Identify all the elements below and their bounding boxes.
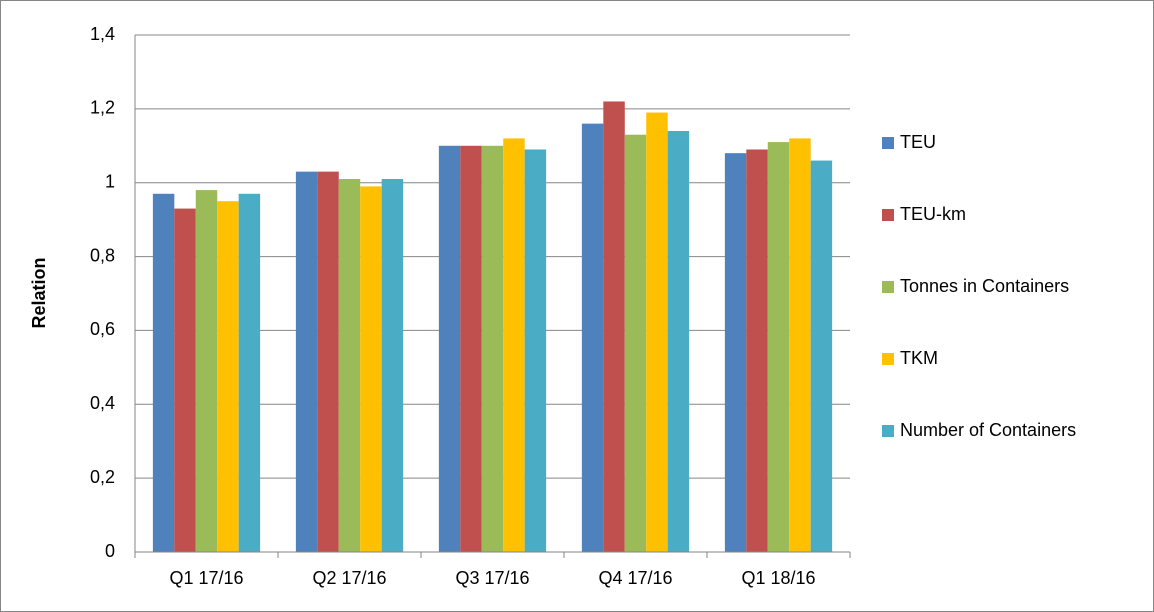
legend-label: TEU	[900, 132, 936, 152]
y-tick-label: 0	[105, 541, 115, 561]
bar	[724, 153, 747, 552]
y-tick-label: 1,4	[90, 24, 115, 44]
bar	[603, 101, 625, 552]
x-tick-label: Q1 17/16	[169, 568, 243, 588]
bar	[152, 193, 175, 553]
legend-swatch	[882, 209, 894, 221]
bar	[295, 171, 318, 552]
legend-swatch	[882, 137, 894, 149]
bar	[810, 160, 833, 553]
y-tick-label: 1,2	[90, 98, 115, 118]
y-tick-label: 0,2	[90, 467, 115, 487]
bar	[217, 201, 239, 552]
legend-label: TKM	[900, 348, 938, 368]
bar	[503, 138, 525, 552]
legend-swatch	[882, 281, 894, 293]
bar	[174, 208, 196, 553]
bar	[624, 134, 647, 552]
y-tick-label: 1	[105, 171, 115, 191]
bar	[238, 193, 261, 553]
x-tick-label: Q4 17/16	[598, 568, 672, 588]
legend-label: Number of Containers	[900, 420, 1076, 440]
legend-label: Tonnes in Containers	[900, 276, 1069, 296]
y-tick-label: 0,6	[90, 319, 115, 339]
bar	[581, 123, 604, 552]
y-tick-label: 0,4	[90, 393, 115, 413]
bar	[789, 138, 811, 552]
bar	[317, 171, 339, 552]
bar	[195, 190, 218, 552]
bar	[438, 145, 461, 553]
bar	[338, 179, 361, 552]
bar	[646, 112, 668, 553]
x-tick-label: Q2 17/16	[312, 568, 386, 588]
x-tick-label: Q1 18/16	[741, 568, 815, 588]
bar	[767, 142, 790, 553]
y-tick-label: 0,8	[90, 245, 115, 265]
bar	[460, 145, 482, 553]
x-tick-label: Q3 17/16	[455, 568, 529, 588]
y-axis-title: Relation	[29, 257, 49, 328]
bar	[746, 149, 768, 552]
legend-label: TEU-km	[900, 204, 966, 224]
legend-swatch	[882, 425, 894, 437]
bar	[667, 131, 690, 552]
bar	[524, 149, 547, 552]
legend-swatch	[882, 353, 894, 365]
bar	[381, 179, 404, 552]
bar	[360, 186, 382, 552]
bar	[481, 145, 504, 553]
